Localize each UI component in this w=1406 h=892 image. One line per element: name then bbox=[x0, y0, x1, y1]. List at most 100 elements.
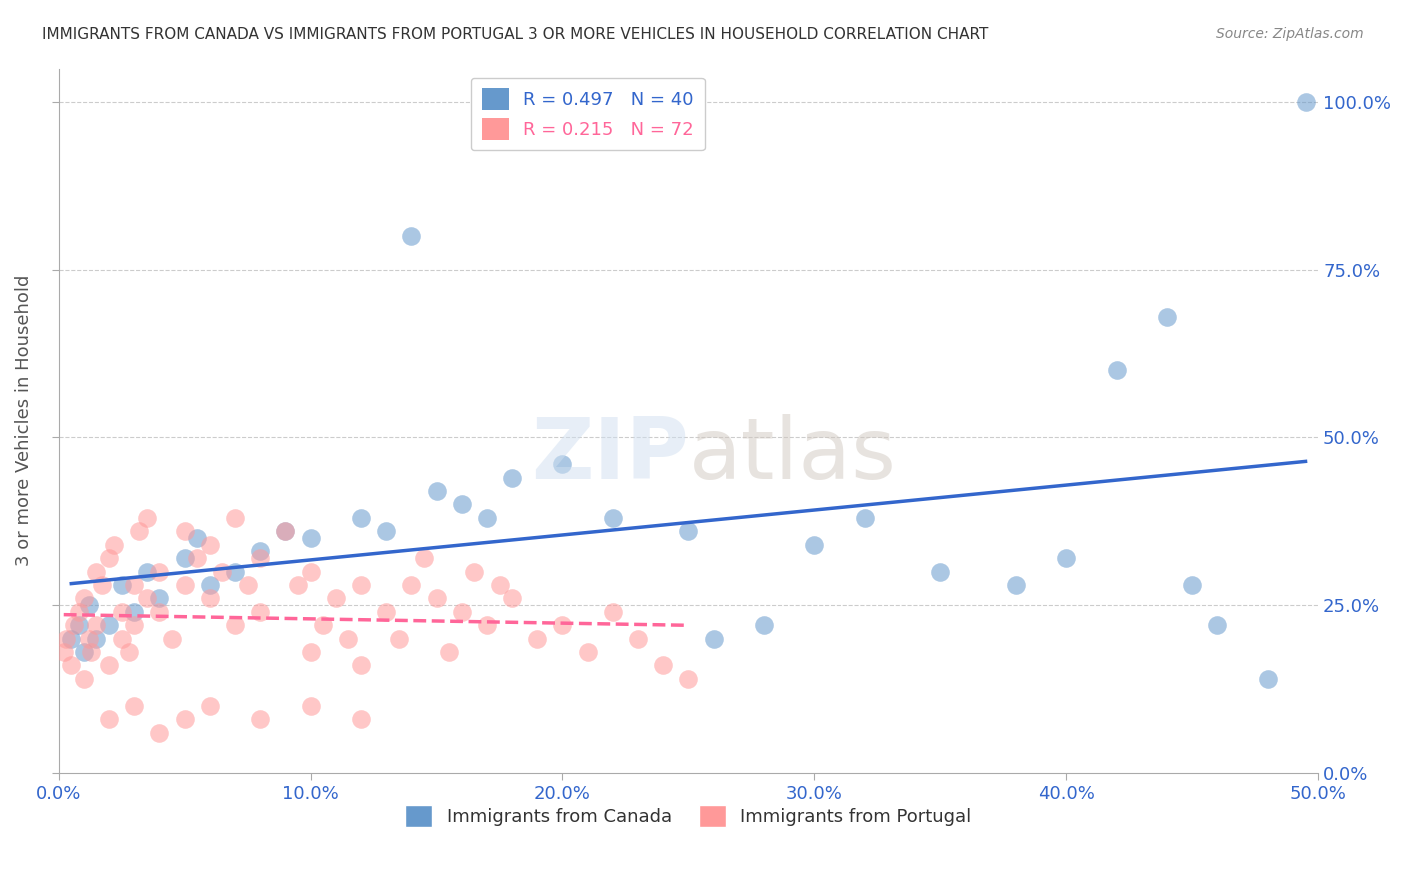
Point bbox=[350, 712, 373, 726]
Point bbox=[299, 645, 322, 659]
Point bbox=[62, 618, 84, 632]
Point bbox=[67, 605, 90, 619]
Point bbox=[551, 457, 574, 471]
Point bbox=[73, 645, 96, 659]
Point bbox=[350, 658, 373, 673]
Point bbox=[122, 578, 145, 592]
Point bbox=[77, 632, 100, 646]
Point bbox=[249, 712, 271, 726]
Point bbox=[118, 645, 141, 659]
Point bbox=[111, 605, 134, 619]
Point bbox=[803, 538, 825, 552]
Point bbox=[1105, 363, 1128, 377]
Point bbox=[312, 618, 335, 632]
Point bbox=[501, 591, 523, 606]
Point bbox=[425, 591, 447, 606]
Point bbox=[450, 605, 472, 619]
Point bbox=[299, 531, 322, 545]
Point bbox=[413, 551, 436, 566]
Point bbox=[249, 544, 271, 558]
Point bbox=[576, 645, 599, 659]
Point bbox=[299, 698, 322, 713]
Point bbox=[198, 698, 221, 713]
Point bbox=[86, 565, 108, 579]
Point bbox=[55, 632, 77, 646]
Point bbox=[211, 565, 233, 579]
Point bbox=[249, 551, 271, 566]
Text: ZIP: ZIP bbox=[530, 415, 689, 498]
Point bbox=[678, 524, 700, 539]
Point bbox=[678, 672, 700, 686]
Point bbox=[198, 591, 221, 606]
Y-axis label: 3 or more Vehicles in Household: 3 or more Vehicles in Household bbox=[15, 275, 32, 566]
Point bbox=[186, 551, 208, 566]
Point bbox=[1295, 95, 1317, 109]
Point bbox=[98, 618, 121, 632]
Point bbox=[111, 632, 134, 646]
Point bbox=[350, 578, 373, 592]
Point bbox=[388, 632, 411, 646]
Point bbox=[198, 578, 221, 592]
Point bbox=[274, 524, 297, 539]
Point bbox=[1206, 618, 1229, 632]
Point bbox=[122, 618, 145, 632]
Point bbox=[148, 725, 170, 739]
Point bbox=[122, 698, 145, 713]
Point bbox=[173, 712, 195, 726]
Point bbox=[602, 605, 624, 619]
Point bbox=[77, 598, 100, 612]
Point bbox=[375, 524, 398, 539]
Point bbox=[475, 618, 498, 632]
Point bbox=[450, 498, 472, 512]
Point bbox=[52, 645, 75, 659]
Text: IMMIGRANTS FROM CANADA VS IMMIGRANTS FROM PORTUGAL 3 OR MORE VEHICLES IN HOUSEHO: IMMIGRANTS FROM CANADA VS IMMIGRANTS FRO… bbox=[42, 27, 988, 42]
Point bbox=[551, 618, 574, 632]
Text: atlas: atlas bbox=[689, 415, 897, 498]
Point bbox=[86, 618, 108, 632]
Point bbox=[128, 524, 150, 539]
Point bbox=[173, 578, 195, 592]
Point bbox=[602, 511, 624, 525]
Text: Source: ZipAtlas.com: Source: ZipAtlas.com bbox=[1216, 27, 1364, 41]
Point bbox=[148, 605, 170, 619]
Point bbox=[135, 591, 157, 606]
Point bbox=[73, 591, 96, 606]
Point bbox=[526, 632, 548, 646]
Point bbox=[186, 531, 208, 545]
Point bbox=[98, 658, 121, 673]
Point bbox=[488, 578, 510, 592]
Point bbox=[224, 565, 246, 579]
Point bbox=[198, 538, 221, 552]
Point bbox=[135, 565, 157, 579]
Point bbox=[350, 511, 373, 525]
Point bbox=[853, 511, 876, 525]
Point bbox=[375, 605, 398, 619]
Point bbox=[325, 591, 347, 606]
Point bbox=[437, 645, 460, 659]
Point bbox=[1054, 551, 1077, 566]
Point bbox=[425, 484, 447, 499]
Point bbox=[60, 632, 83, 646]
Point bbox=[148, 565, 170, 579]
Point bbox=[287, 578, 309, 592]
Point bbox=[501, 470, 523, 484]
Point bbox=[249, 605, 271, 619]
Point bbox=[652, 658, 675, 673]
Point bbox=[401, 229, 423, 244]
Point bbox=[73, 672, 96, 686]
Point bbox=[98, 551, 121, 566]
Point bbox=[627, 632, 650, 646]
Point bbox=[401, 578, 423, 592]
Point bbox=[274, 524, 297, 539]
Point bbox=[135, 511, 157, 525]
Point bbox=[752, 618, 775, 632]
Point bbox=[475, 511, 498, 525]
Point bbox=[224, 511, 246, 525]
Point bbox=[80, 645, 103, 659]
Point bbox=[1005, 578, 1028, 592]
Point bbox=[173, 551, 195, 566]
Point bbox=[703, 632, 725, 646]
Point bbox=[299, 565, 322, 579]
Point bbox=[1257, 672, 1279, 686]
Point bbox=[1181, 578, 1204, 592]
